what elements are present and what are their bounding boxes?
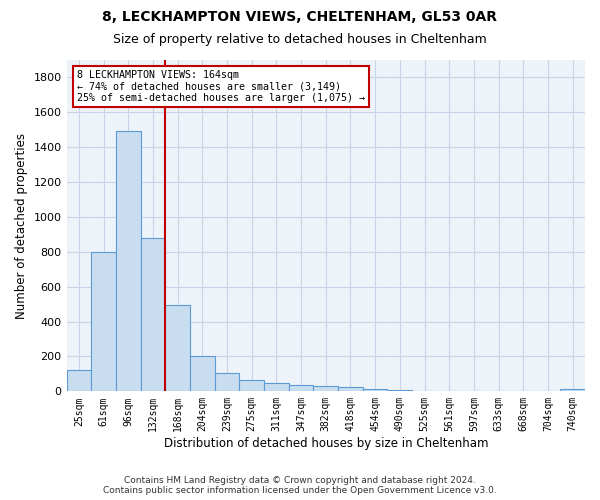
Text: Contains HM Land Registry data © Crown copyright and database right 2024.
Contai: Contains HM Land Registry data © Crown c… [103, 476, 497, 495]
Bar [67, 370, 91, 392]
Bar [363, 388, 388, 392]
Y-axis label: Number of detached properties: Number of detached properties [15, 132, 28, 318]
Bar [388, 390, 412, 392]
Text: 8, LECKHAMPTON VIEWS, CHELTENHAM, GL53 0AR: 8, LECKHAMPTON VIEWS, CHELTENHAM, GL53 0… [103, 10, 497, 24]
X-axis label: Distribution of detached houses by size in Cheltenham: Distribution of detached houses by size … [164, 437, 488, 450]
Bar [338, 388, 363, 392]
Bar [239, 380, 264, 392]
Bar [91, 252, 116, 392]
Bar [289, 385, 313, 392]
Bar [264, 384, 289, 392]
Bar [190, 356, 215, 392]
Bar [560, 389, 585, 392]
Text: Size of property relative to detached houses in Cheltenham: Size of property relative to detached ho… [113, 32, 487, 46]
Bar [165, 305, 190, 392]
Bar [140, 238, 165, 392]
Bar [313, 386, 338, 392]
Bar [215, 373, 239, 392]
Bar [116, 132, 140, 392]
Text: 8 LECKHAMPTON VIEWS: 164sqm
← 74% of detached houses are smaller (3,149)
25% of : 8 LECKHAMPTON VIEWS: 164sqm ← 74% of det… [77, 70, 365, 103]
